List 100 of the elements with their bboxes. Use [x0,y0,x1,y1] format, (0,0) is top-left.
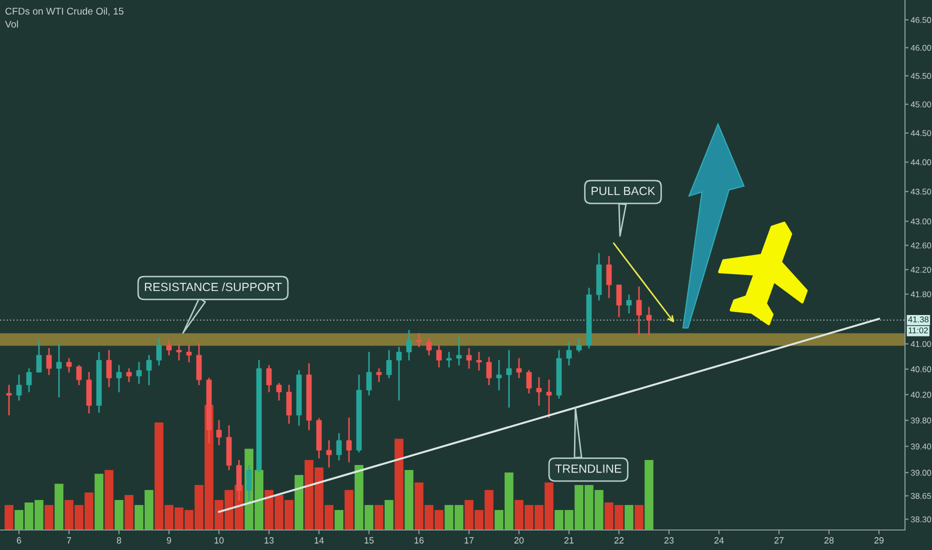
candlestick [646,306,652,336]
candlestick [396,346,402,401]
x-tick-label: 24 [714,537,724,544]
bar [624,505,634,530]
candlestick [596,252,602,301]
candlestick [196,343,202,386]
candlestick [346,418,352,462]
candlestick [426,338,432,356]
candlestick [486,356,492,386]
y-tick-label: 45.00 [910,101,932,108]
candlestick [226,425,232,470]
text: CFDs on WTI Crude Oil, 15 [5,7,124,16]
candlestick [386,350,392,378]
ref-line-label: 41.38 [908,316,928,322]
x-tick-label: 16 [414,537,424,544]
candlestick [116,365,122,392]
candlestick [46,348,52,376]
candlestick [146,354,152,386]
y-tick-label: 39.80 [910,418,932,424]
x-tick-label: 14 [314,537,324,544]
candlestick [86,372,92,414]
bar [644,460,654,530]
y-tick-label: 43.50 [910,188,932,195]
y-tick-label: 44.00 [910,159,932,166]
candlestick [536,377,542,406]
bar [54,484,64,530]
candlestick [576,338,582,352]
candlestick [96,352,102,413]
candlestick [276,382,282,401]
bar [394,438,404,530]
candlestick [336,433,342,460]
bar [114,500,124,530]
y-tick-label: 46.00 [910,44,932,51]
candlestick [176,344,182,360]
text: TRENDLINE [555,464,622,473]
bar [374,505,384,530]
candlestick [156,338,162,366]
candlestick [556,350,562,399]
candlestick [566,342,572,366]
candlestick [26,368,32,392]
candlestick [66,358,72,372]
bar [104,470,114,530]
candlestick [636,286,642,336]
bar [344,490,354,530]
candlestick [516,358,522,378]
candlestick [126,368,132,382]
y-tick-label: 45.50 [910,73,932,79]
annotation: PULL BACK [592,186,656,196]
bar [634,505,644,530]
y-tick-label: 39.00 [910,470,932,476]
text: 11:02 [908,327,928,334]
annotation: RESISTANCE /SUPPORT [144,282,282,292]
bar [124,495,134,530]
candlestick [376,368,382,382]
candlestick [316,418,322,458]
y-tick-label: 44.50 [910,130,932,136]
candlestick [186,344,192,362]
x-tick-label: 20 [514,537,524,544]
candlestick [586,288,592,348]
candlestick [546,380,552,418]
candlestick [216,420,222,446]
candlestick [406,330,412,360]
candlestick [286,384,292,424]
y-tick-label: 38.65 [910,493,932,499]
bar [384,500,394,530]
x-tick-label: 28 [824,537,834,544]
candlestick [296,370,302,426]
y-tick-label: 41.80 [910,291,932,298]
x-tick-label: 13 [264,537,274,544]
y-tick-label: 38.30 [910,516,932,522]
x-tick-label: 6 [16,537,22,544]
chart-title: Vol [5,20,18,28]
x-tick-label: 17 [464,537,474,544]
y-tick-label: 43.00 [910,218,932,224]
bar [404,470,414,530]
candlestick [326,440,332,468]
bar [44,505,54,530]
candlestick [436,344,442,368]
x-tick-label: 7 [66,537,72,544]
candlestick [16,374,22,401]
candlestick [6,384,12,416]
x-tick-label: 15 [364,537,374,544]
x-tick-label: 9 [166,537,172,544]
candlestick [456,336,462,366]
bar [4,505,14,530]
y-tick-label: 42.20 [910,266,932,273]
y-tick-label: 40.20 [910,392,932,398]
y-tick-label: 41.00 [910,341,932,347]
candlestick [76,365,82,386]
candlestick [266,365,272,392]
bar [334,510,344,530]
x-tick-label: 8 [116,537,122,544]
candlestick [306,363,312,430]
candlestick [106,350,112,388]
y-tick-label: 46.50 [910,17,932,23]
candlestick [466,348,472,369]
candlestick [616,284,622,318]
candlestick [476,352,482,371]
candlestick [446,352,452,368]
x-tick-label: 22 [614,537,624,544]
